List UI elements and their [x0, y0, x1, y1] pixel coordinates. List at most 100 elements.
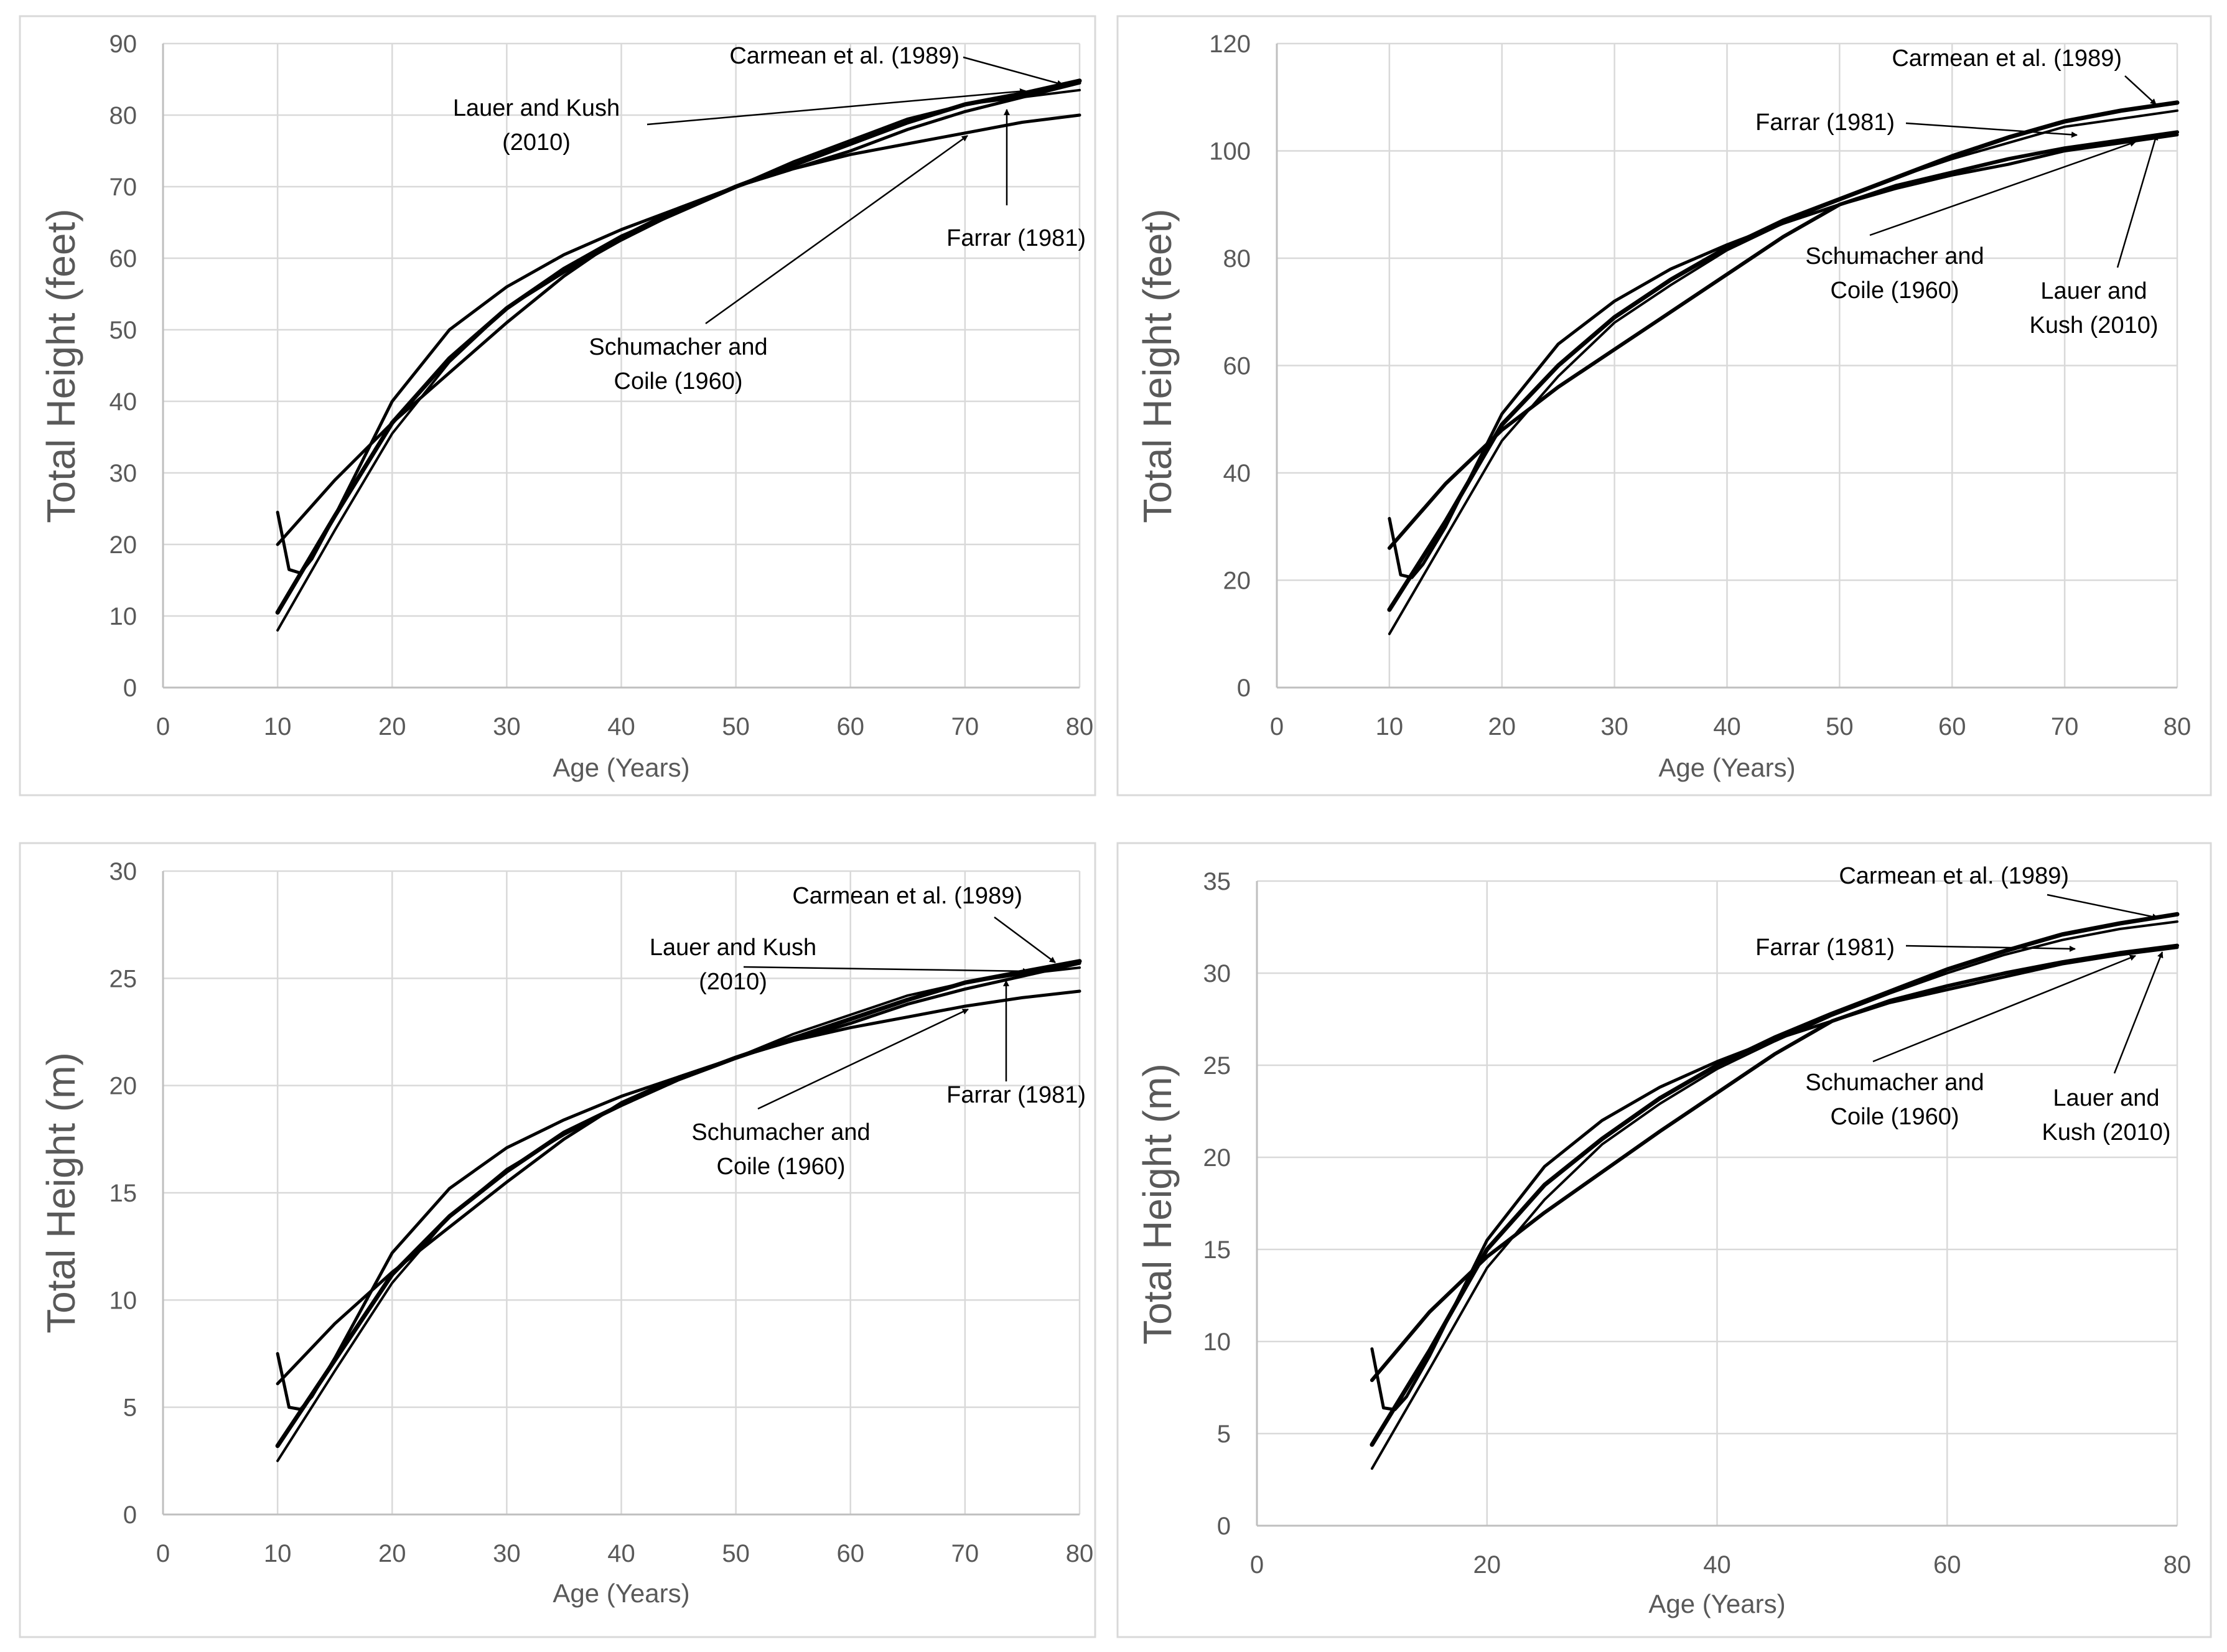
y-tick-label: 80 [1223, 245, 1251, 273]
x-tick-label: 70 [2051, 713, 2079, 740]
leader-arrow [2124, 75, 2157, 105]
x-tick-label: 10 [1376, 713, 1404, 740]
y-axis-title: Total Height (feet) [1135, 208, 1180, 523]
annotation-schumacher-and-coile-1960: Schumacher and Coile (1960) [691, 1008, 969, 1180]
x-tick-label: 70 [951, 713, 979, 740]
y-tick-label: 30 [1203, 960, 1231, 987]
x-tick-label: 60 [1938, 713, 1966, 740]
annotation-label-line: Kush (2010) [2042, 1119, 2170, 1146]
series-line-schumacher-and-coile-1960 [1387, 130, 2179, 550]
x-tick-label: 40 [607, 1540, 635, 1567]
x-tick-label: 20 [1488, 713, 1516, 740]
annotation-label-line: Coile (1960) [1831, 1104, 1959, 1130]
leader-arrow [1905, 945, 2076, 952]
x-axis-title: Age (Years) [553, 753, 689, 782]
y-tick-label: 5 [123, 1394, 137, 1422]
y-tick-label: 30 [110, 858, 138, 885]
x-axis-title: Age (Years) [1648, 1589, 1785, 1618]
annotation-farrar-1981: Farrar (1981) [946, 109, 1086, 251]
y-tick-label: 20 [1223, 567, 1251, 595]
y-tick-label: 15 [110, 1180, 138, 1207]
annotation-farrar-1981: Farrar (1981) [946, 980, 1086, 1108]
annotation-label-line: Coile (1960) [717, 1154, 846, 1180]
y-tick-label: 70 [110, 174, 138, 201]
annotation-label-line: Lauer and Kush [650, 935, 816, 961]
y-tick-label: 120 [1209, 30, 1251, 58]
annotation-label-line: Carmean et al. (1989) [1892, 45, 2122, 72]
annotation-carmean-et-al-1989: Carmean et al. (1989) [1892, 45, 2157, 105]
y-tick-label: 80 [110, 102, 138, 129]
annotation-label-line: Lauer and Kush [453, 95, 620, 121]
y-axis-title: Total Height (feet) [39, 208, 83, 523]
annotation-label-line: Schumacher and [1805, 243, 1984, 269]
y-tick-label: 60 [110, 245, 138, 273]
x-tick-label: 40 [1713, 713, 1741, 740]
leader-arrow [705, 134, 968, 325]
x-tick-label: 40 [607, 713, 635, 740]
y-tick-label: 5 [1217, 1421, 1231, 1448]
leader-arrow [647, 88, 1026, 126]
panel-frame [1116, 15, 2212, 796]
y-axis-title: Total Height (m) [1135, 1063, 1180, 1345]
chart-panel-feet-2: 0 20 40 60 80 100 120 0 10 20 30 40 50 60 70 80 Total He… [1116, 15, 2212, 796]
annotation-schumacher-and-coile-1960: Schumacher and Coile (1960) [1805, 141, 2136, 304]
x-tick-label: 0 [156, 713, 170, 740]
y-tick-label: 35 [1203, 868, 1231, 895]
x-tick-label: 20 [378, 713, 406, 740]
y-tick-label: 15 [1203, 1236, 1231, 1264]
y-tick-label: 20 [1203, 1144, 1231, 1172]
x-tick-label: 50 [722, 713, 750, 740]
chart-panel-feet-1: 0 10 20 30 40 50 60 70 80 90 0 10 20 30 40 50 60 70 80 Tota… [19, 15, 1096, 796]
leader-arrow [743, 966, 1029, 974]
panel-frame [19, 15, 1096, 796]
series-line-schumacher-and-coile-1960 [1370, 943, 2179, 1383]
leader-arrow [1905, 122, 2078, 138]
annotation-label-line: Farrar (1981) [946, 1082, 1086, 1108]
y-tick-label: 25 [110, 965, 138, 992]
annotation-label-line: Schumacher and [1805, 1070, 1984, 1096]
annotation-label-line: Farrar (1981) [1755, 110, 1895, 136]
annotation-farrar-1981: Farrar (1981) [1755, 935, 2076, 961]
leader-arrow [2047, 894, 2159, 920]
annotation-label-line: Kush (2010) [2029, 312, 2158, 338]
x-tick-label: 80 [2164, 1551, 2192, 1579]
annotation-label-line: Carmean et al. (1989) [729, 43, 959, 69]
series-line-lauer-and-kush-2010 [1388, 133, 2179, 579]
annotation-label-line: Schumacher and [691, 1119, 870, 1146]
x-tick-label: 10 [264, 713, 292, 740]
panel-frame [19, 842, 1096, 1638]
y-tick-label: 10 [110, 1287, 138, 1314]
series-line-farrar-1981 [276, 88, 1081, 632]
leader-arrow [1872, 954, 2136, 1063]
y-axis-title: Total Height (m) [39, 1052, 83, 1333]
series-line-lauer-and-kush-2010 [276, 81, 1081, 575]
y-tick-label: 100 [1209, 138, 1251, 166]
annotation-carmean-et-al-1989: Carmean et al. (1989) [1839, 863, 2159, 920]
series-line-schumacher-and-coile-1960 [276, 989, 1081, 1386]
series-line-schumacher-and-coile-1960 [276, 113, 1081, 546]
x-tick-label: 50 [722, 1540, 750, 1567]
y-tick-label: 0 [123, 1501, 137, 1529]
annotation-label-line: Farrar (1981) [1755, 935, 1895, 961]
y-tick-label: 20 [110, 531, 138, 559]
y-tick-label: 90 [110, 30, 138, 58]
annotation-label-line: (2010) [699, 969, 767, 995]
annotation-carmean-et-al-1989: Carmean et al. (1989) [792, 883, 1056, 964]
x-tick-label: 20 [378, 1540, 406, 1567]
x-tick-label: 60 [1933, 1551, 1961, 1579]
y-tick-label: 60 [1223, 353, 1251, 380]
x-tick-label: 50 [1826, 713, 1854, 740]
annotation-label-line: Lauer and [2040, 278, 2147, 304]
annotation-lauer-and-kush-2010: Lauer and Kush (2010) [453, 88, 1026, 156]
annotation-label-line: (2010) [502, 129, 571, 156]
y-tick-label: 10 [1203, 1328, 1231, 1356]
annotation-label-line: Schumacher and [589, 334, 767, 360]
x-axis-title: Age (Years) [1658, 753, 1795, 782]
x-tick-label: 40 [1703, 1551, 1731, 1579]
annotation-label-line: Carmean et al. (1989) [792, 883, 1022, 909]
y-tick-label: 30 [110, 460, 138, 487]
leader-arrow [2113, 951, 2164, 1074]
series-line-lauer-and-kush-2010 [1370, 946, 2179, 1411]
x-tick-label: 0 [156, 1540, 170, 1567]
